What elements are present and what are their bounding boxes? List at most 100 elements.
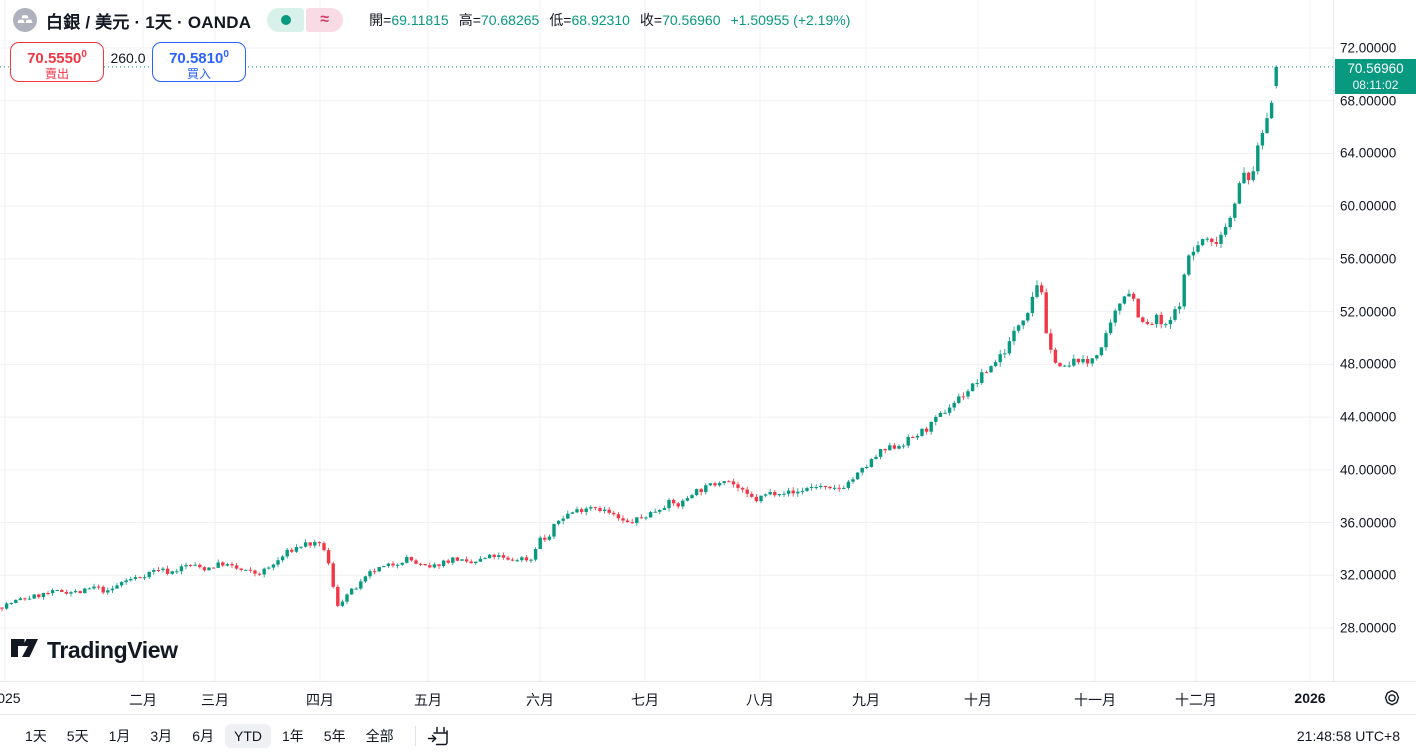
candle [156,570,161,572]
time-tick-label: 十二月 [1175,692,1217,708]
candle [400,562,404,565]
candle [193,564,197,566]
candle [1164,324,1168,326]
candle [161,568,165,571]
candle [667,499,671,509]
candle [1141,317,1145,322]
candle [474,561,478,564]
candle [1081,358,1085,363]
candle [428,565,432,568]
candle [699,489,703,493]
candle [1118,303,1122,311]
range-button-5天[interactable]: 5天 [66,727,89,744]
candle [566,513,570,519]
candle [96,586,101,588]
market-status-button[interactable] [267,8,305,32]
candle [101,586,105,593]
candle [280,556,285,561]
candle [441,560,446,567]
candle-wick [1165,322,1167,328]
candle [69,592,73,594]
candle [589,507,593,509]
candle [1016,325,1021,331]
candle [1007,341,1012,354]
candle [1067,365,1071,367]
candle [717,482,722,486]
time-tick-label: 二月 [129,692,157,708]
range-button-全部[interactable]: 全部 [365,727,394,744]
candle [952,402,956,408]
approximate-price-button[interactable]: ≈ [306,8,344,32]
candle [708,483,713,486]
candlestick-chart[interactable] [0,0,1333,681]
time-tick-label: 2025 [0,690,21,706]
sell-button[interactable]: 70.55500 賣出 [10,42,104,82]
candle [14,599,18,603]
candle [639,517,644,519]
candle-wick [397,563,398,569]
candle [285,549,289,557]
symbol-title[interactable]: 白銀 / 美元 · 1天 · OANDA [46,12,252,32]
price-tick-label: 36.00000 [1340,515,1397,531]
time-tick-label: 四月 [306,692,334,708]
candle [294,546,299,552]
candle [363,576,368,582]
candle [966,391,970,397]
go-to-date-icon[interactable] [426,724,452,748]
candle [1104,333,1108,348]
range-button-1天[interactable]: 1天 [25,727,47,744]
candle-wick [779,493,780,497]
market-open-dot-icon [280,15,291,25]
candle [501,555,506,558]
candle [653,511,657,513]
time-axis[interactable]: 2025 二月 三月 四月 五月 六月 七月 八月 九月 十月 十一月 十二月 2026 [0,681,1416,714]
candle [133,577,138,579]
candle [892,445,897,449]
candle [883,449,887,451]
candle [46,593,50,595]
candle [147,571,151,578]
range-button-3月[interactable]: 3月 [150,727,173,744]
candle [271,564,276,568]
date-range-toolbar: 1天 5天 1月 3月 6月 YTD 1年 5年 全部 21:48:58 UTC+8 [0,714,1416,756]
candle [359,581,363,589]
candle [1168,319,1173,325]
price-tick-label: 52.00000 [1340,304,1397,320]
candle [322,543,326,551]
candle [593,507,598,509]
candle [552,523,556,537]
candle [9,602,13,604]
candle [106,590,110,593]
range-button-ytd[interactable]: YTD [224,723,271,748]
candle [1127,293,1131,297]
candle [897,445,901,449]
candle [225,564,230,566]
clock-timezone[interactable]: 21:48:58 UTC+8 [1296,727,1400,744]
candle [423,564,427,566]
range-button-6月[interactable]: 6月 [192,727,214,744]
candle [1159,314,1163,325]
candle [901,445,906,447]
candle [538,537,542,549]
candle [809,487,814,489]
price-scale-settings-icon[interactable] [1382,688,1402,713]
candle [50,590,55,594]
candle [828,486,832,489]
range-button-1月[interactable]: 1月 [108,727,131,744]
candle [497,555,501,557]
candle [1044,292,1048,334]
candle [635,517,639,524]
candle [207,567,211,571]
price-axis[interactable]: 70.56960 08:11:02 72.00000 68.00000 64.000… [1333,0,1416,681]
range-button-1年[interactable]: 1年 [281,727,304,744]
candle-wick [1216,236,1217,247]
candle [1039,285,1044,293]
candle [469,561,473,564]
candle [1058,362,1062,367]
buy-button[interactable]: 70.58100 買入 [152,42,246,82]
candle [248,569,253,571]
tradingview-logo[interactable]: TradingView [10,635,178,666]
candle-wick [884,448,886,454]
range-button-5年[interactable]: 5年 [323,727,346,744]
